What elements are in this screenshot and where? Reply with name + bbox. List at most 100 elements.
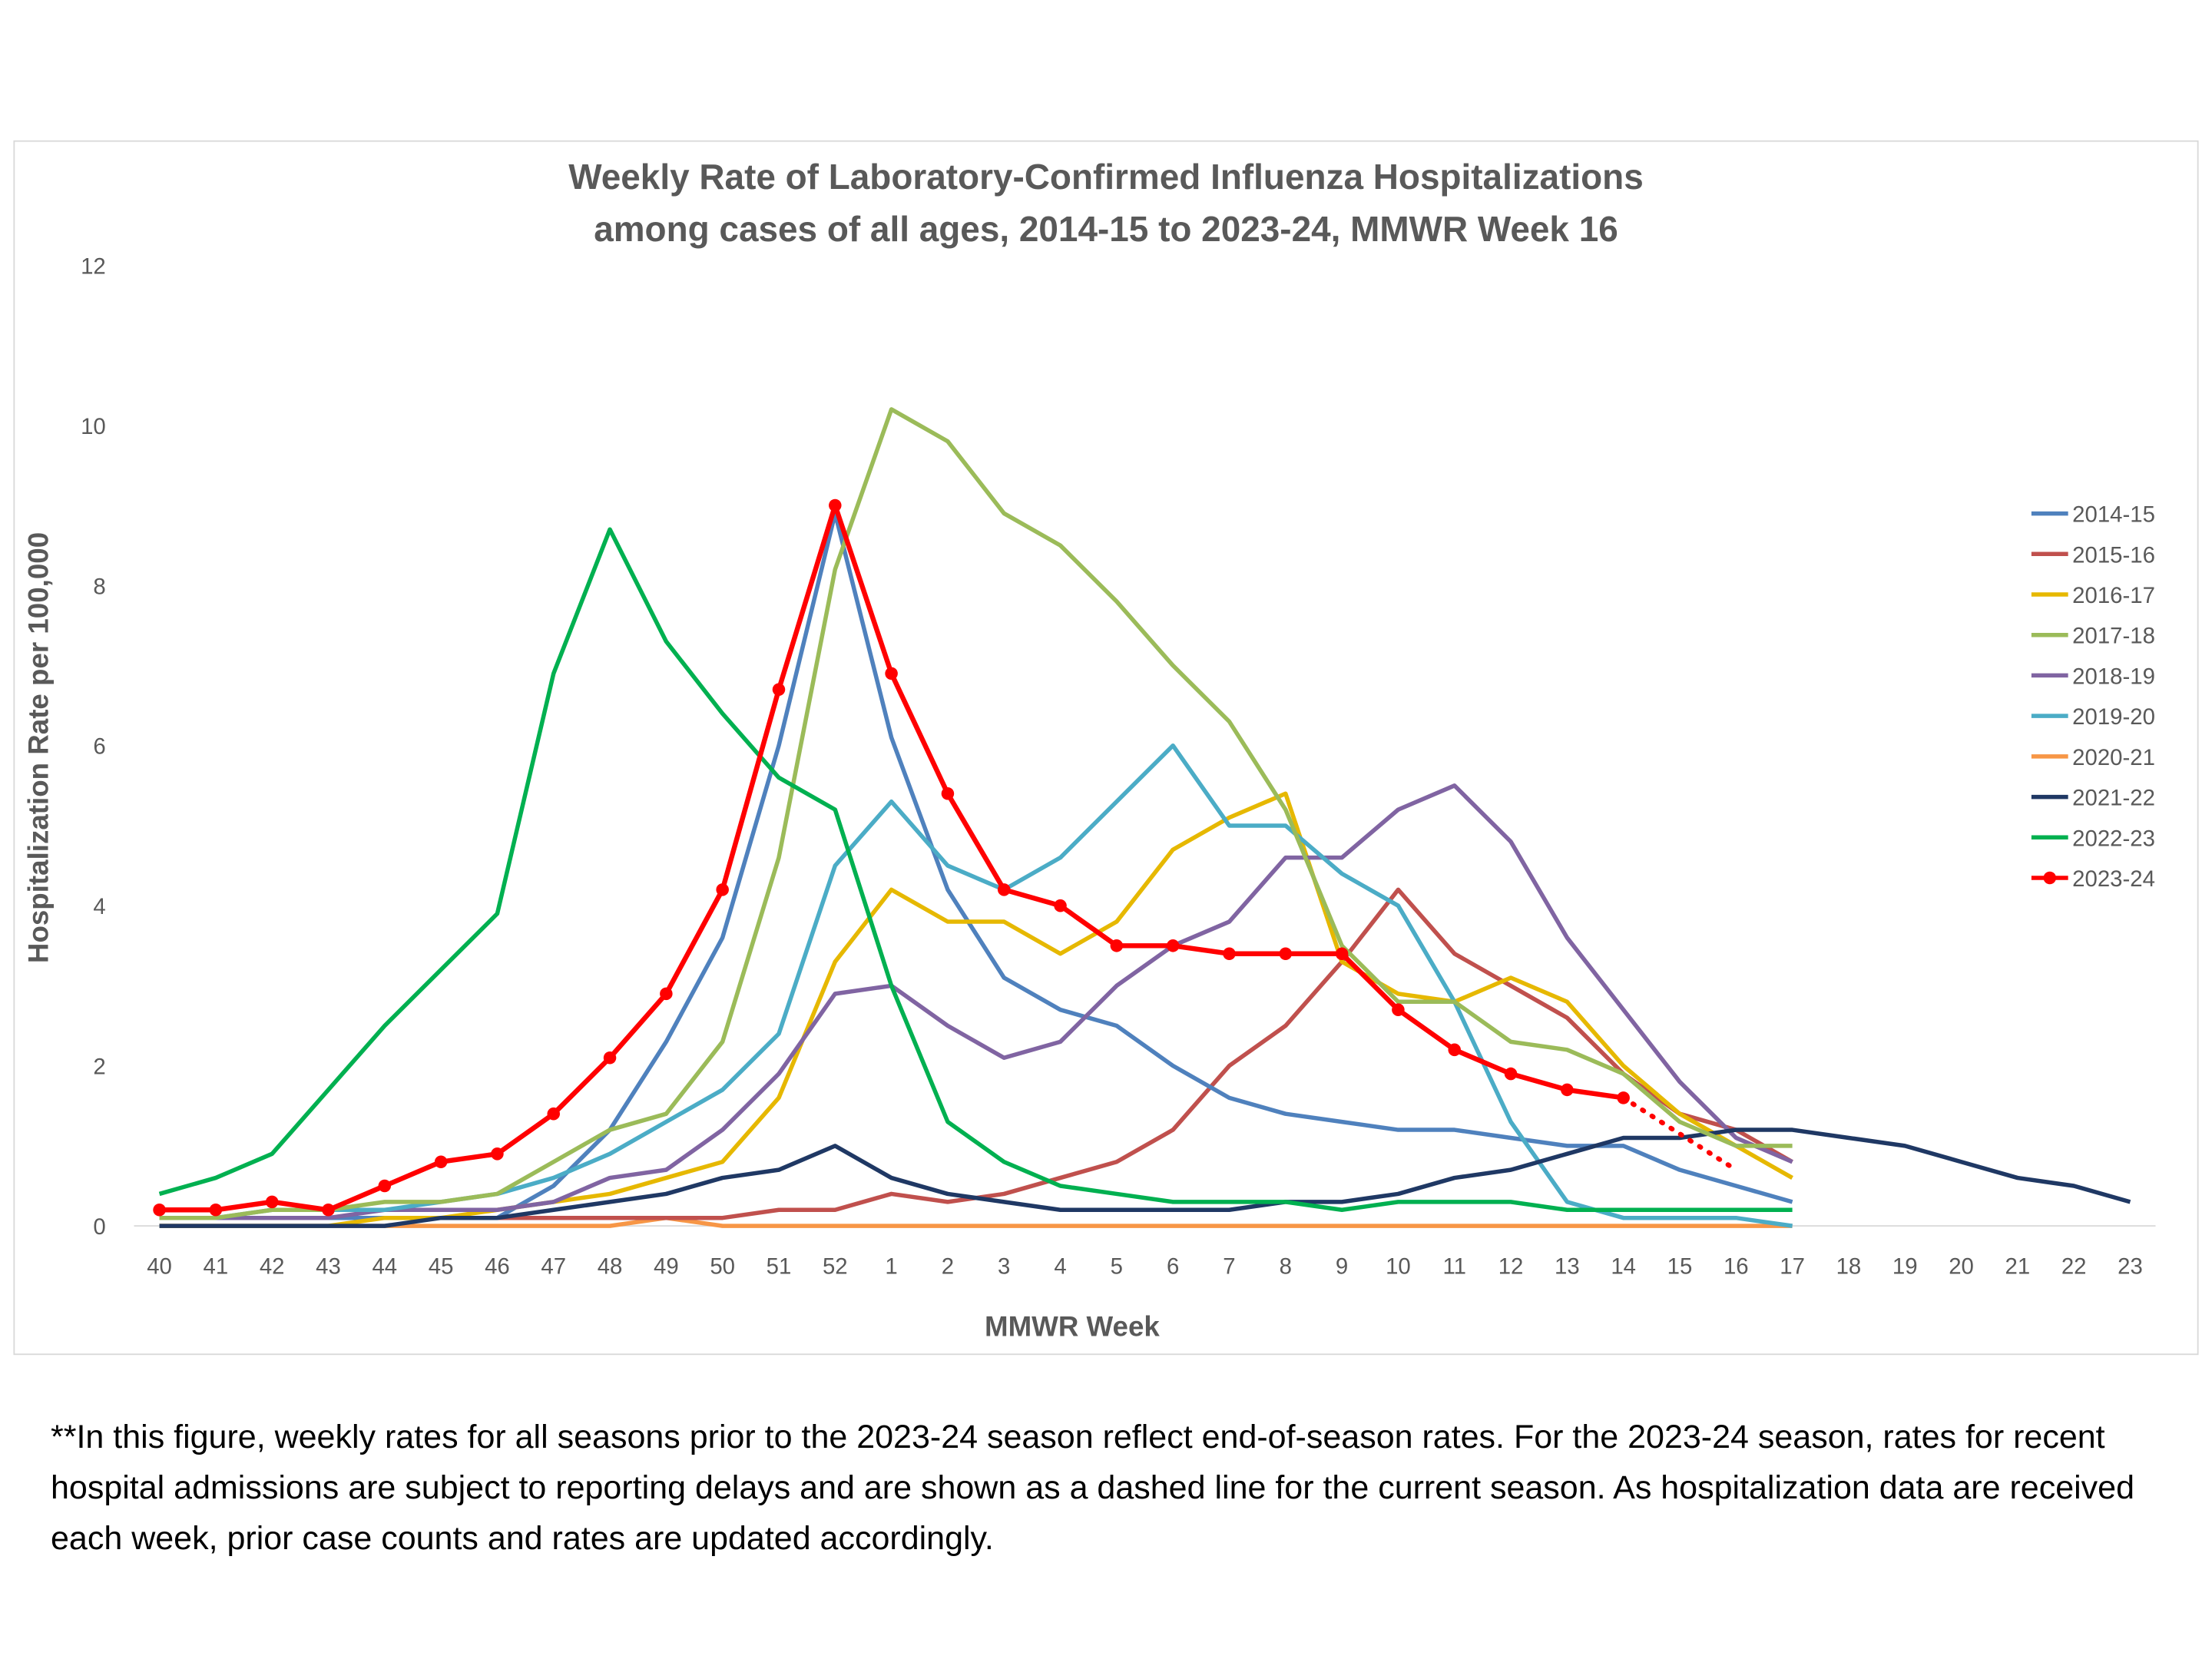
y-tick-label: 0 <box>93 1214 105 1240</box>
legend-label: 2020-21 <box>2072 745 2155 770</box>
data-point <box>434 1155 448 1168</box>
data-point <box>829 498 842 512</box>
y-tick-label: 10 <box>81 414 106 439</box>
legend-label: 2023-24 <box>2072 866 2155 892</box>
x-tick-label: 42 <box>260 1254 285 1280</box>
x-tick-label: 12 <box>1498 1254 1524 1280</box>
x-tick-label: 17 <box>1780 1254 1805 1280</box>
x-tick-label: 47 <box>541 1254 566 1280</box>
x-tick-label: 22 <box>2061 1254 2087 1280</box>
x-tick-label: 19 <box>1892 1254 1918 1280</box>
x-tick-label: 43 <box>316 1254 341 1280</box>
y-tick-label: 6 <box>93 734 105 760</box>
x-tick-label: 8 <box>1280 1254 1292 1280</box>
series-2021-22 <box>159 1128 2131 1228</box>
legend-label: 2018-19 <box>2072 664 2155 689</box>
y-tick-label: 8 <box>93 574 105 599</box>
x-tick-label: 16 <box>1724 1254 1749 1280</box>
data-point <box>209 1204 223 1217</box>
legend-item: 2016-17 <box>2031 583 2155 608</box>
data-point <box>1166 939 1180 952</box>
legend-item: 2021-22 <box>2031 786 2155 811</box>
legend-label: 2021-22 <box>2072 786 2155 811</box>
data-point <box>885 667 898 680</box>
legend-label: 2016-17 <box>2072 583 2155 608</box>
data-point <box>1448 1043 1461 1057</box>
data-point <box>1110 939 1124 952</box>
x-tick-label: 48 <box>598 1254 623 1280</box>
x-tick-label: 46 <box>485 1254 510 1280</box>
x-axis-label: MMWR Week <box>985 1310 1160 1342</box>
legend-item: 2020-21 <box>2031 745 2155 770</box>
chart-title-line-2: among cases of all ages, 2014-15 to 2023… <box>594 209 1618 249</box>
x-tick-label: 9 <box>1336 1254 1348 1280</box>
series-2018-19 <box>159 783 1793 1220</box>
legend-marker <box>2043 871 2057 885</box>
x-tick-label: 52 <box>823 1254 848 1280</box>
data-point <box>547 1107 560 1121</box>
legend-label: 2014-15 <box>2072 502 2155 528</box>
legend-item: 2018-19 <box>2031 664 2155 689</box>
series-line <box>158 527 1793 1213</box>
data-point <box>153 1204 166 1217</box>
legend-item: 2019-20 <box>2031 704 2155 730</box>
legend-item: 2017-18 <box>2031 624 2155 649</box>
data-point <box>491 1147 504 1161</box>
x-tick-label: 1 <box>885 1254 897 1280</box>
x-tick-label: 21 <box>2005 1254 2031 1280</box>
legend-label: 2017-18 <box>2072 624 2155 649</box>
data-point <box>941 786 955 800</box>
data-point <box>1335 947 1349 960</box>
x-tick-label: 41 <box>204 1254 229 1280</box>
data-point <box>1561 1083 1574 1097</box>
x-tick-label: 49 <box>654 1254 679 1280</box>
legend-item: 2014-15 <box>2031 502 2155 528</box>
x-tick-label: 18 <box>1836 1254 1862 1280</box>
x-tick-label: 50 <box>710 1254 735 1280</box>
data-point <box>1392 1003 1405 1016</box>
x-tick-label: 3 <box>998 1254 1010 1280</box>
x-tick-label: 7 <box>1223 1254 1235 1280</box>
x-tick-label: 14 <box>1611 1254 1636 1280</box>
legend-item: 2023-24 <box>2031 866 2155 892</box>
series-2020-21 <box>159 1215 1793 1228</box>
y-tick-label: 2 <box>93 1055 105 1080</box>
data-point <box>716 883 729 896</box>
series-line <box>159 407 1793 1220</box>
data-point <box>772 683 786 697</box>
series-line <box>159 1128 2131 1228</box>
x-tick-label: 40 <box>147 1254 172 1280</box>
series-2022-23 <box>158 527 1793 1213</box>
legend-item: 2015-16 <box>2031 542 2155 568</box>
data-point <box>603 1051 617 1065</box>
x-tick-label: 13 <box>1555 1254 1580 1280</box>
data-point <box>660 987 673 1001</box>
legend-label: 2022-23 <box>2072 826 2155 851</box>
x-tick-label: 51 <box>767 1254 792 1280</box>
y-tick-label: 12 <box>81 253 106 279</box>
x-tick-label: 6 <box>1167 1254 1179 1280</box>
y-tick-label: 4 <box>93 894 105 919</box>
x-tick-label: 5 <box>1111 1254 1123 1280</box>
x-tick-label: 15 <box>1667 1254 1693 1280</box>
x-tick-label: 23 <box>2118 1254 2143 1280</box>
series-2017-18 <box>159 407 1793 1220</box>
legend-label: 2015-16 <box>2072 542 2155 568</box>
data-point <box>1223 947 1236 960</box>
x-tick-label: 11 <box>1442 1254 1465 1280</box>
data-point <box>378 1179 392 1193</box>
y-axis-label: Hospitalization Rate per 100,000 <box>22 532 54 963</box>
chart-border <box>13 140 2199 1356</box>
x-tick-label: 2 <box>942 1254 954 1280</box>
x-tick-label: 4 <box>1054 1254 1066 1280</box>
series-dashed-line <box>1621 1095 1739 1173</box>
data-point <box>322 1204 335 1217</box>
x-tick-label: 20 <box>1949 1254 1974 1280</box>
x-tick-label: 10 <box>1386 1254 1411 1280</box>
series-line <box>159 1215 1793 1228</box>
data-point <box>997 883 1011 896</box>
data-point <box>1504 1067 1518 1081</box>
legend-item: 2022-23 <box>2031 826 2155 851</box>
series-2023-24 <box>153 498 1739 1217</box>
